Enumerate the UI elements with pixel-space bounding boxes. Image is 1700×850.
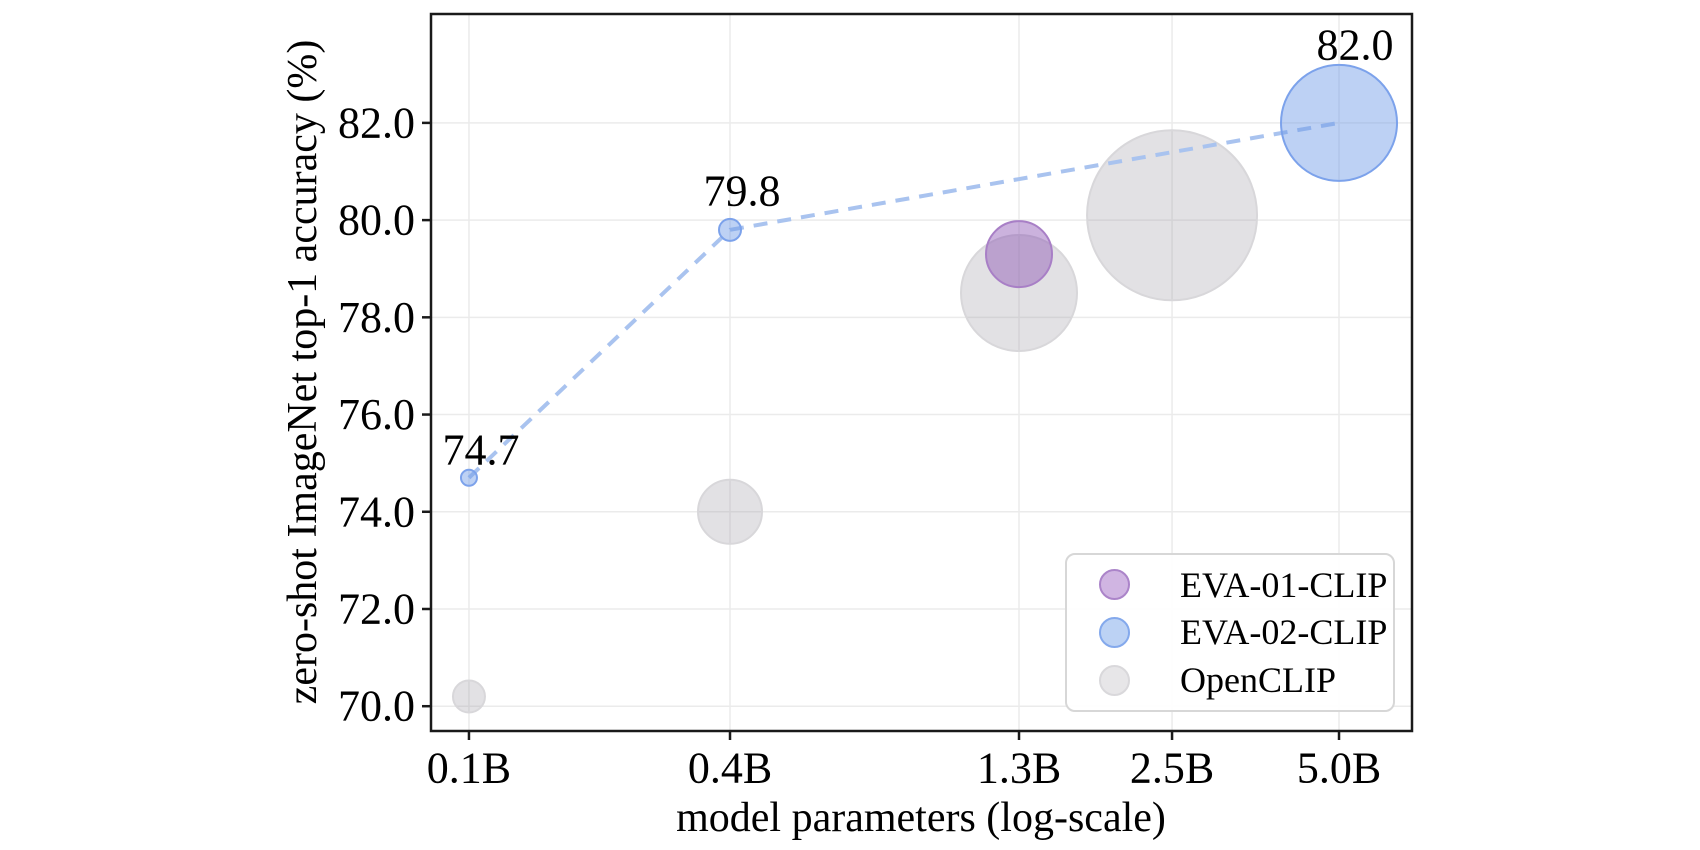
point-value-label: 79.8	[704, 167, 781, 216]
bubble-openclip	[697, 478, 764, 545]
y-tick-label: 72.0	[338, 584, 415, 633]
x-tick-label: 0.1B	[427, 744, 511, 793]
bubble-eva-01-clip	[985, 220, 1054, 289]
plot-frame	[429, 12, 1414, 733]
y-tick-label: 78.0	[338, 293, 415, 342]
x-tick-label: 1.3B	[977, 744, 1061, 793]
y-tick-label: 80.0	[338, 196, 415, 245]
legend-label: EVA-02-CLIP	[1180, 612, 1388, 653]
data-series	[451, 63, 1399, 714]
x-axis-title: model parameters (log-scale)	[676, 795, 1166, 841]
eva-02-clip-marker-icon	[1099, 616, 1130, 648]
trend-dashed-line	[467, 120, 1340, 480]
y-tick-label: 70.0	[338, 682, 415, 731]
openclip-marker-icon	[1099, 664, 1130, 696]
legend: EVA-01-CLIP EVA-02-CLIP OpenCLIP	[1065, 553, 1395, 712]
bubble-eva-02-clip	[459, 468, 478, 487]
x-tick-label: 5.0B	[1297, 744, 1381, 793]
bubble-eva-02-clip	[718, 217, 743, 242]
axes: 0.1B 0.4B 1.3B 2.5B 5.0B 70.0 72.0 74.0 76.0 78.0…	[338, 12, 1414, 793]
y-tick-label: 76.0	[338, 390, 415, 439]
bubble-eva-02-clip	[1280, 63, 1399, 182]
legend-label: OpenCLIP	[1180, 660, 1336, 701]
legend-item: EVA-01-CLIP	[1099, 567, 1387, 603]
y-axis-title: zero-shot ImageNet top-1 accuracy (%)	[280, 40, 326, 705]
bubble-openclip	[451, 679, 486, 714]
x-tick-label: 0.4B	[688, 744, 772, 793]
point-value-label: 82.0	[1317, 21, 1394, 70]
data-labels: 74.7 79.8 82.0	[443, 21, 1394, 475]
legend-item: OpenCLIP	[1099, 662, 1387, 698]
x-tick-label: 2.5B	[1130, 744, 1214, 793]
point-value-label: 74.7	[443, 426, 520, 475]
legend-label: EVA-01-CLIP	[1180, 564, 1388, 605]
bubble-openclip	[1086, 129, 1259, 302]
gridlines	[431, 14, 1412, 731]
bubble-openclip	[960, 234, 1079, 353]
y-tick-label: 74.0	[338, 487, 415, 536]
y-tick-label: 82.0	[338, 98, 415, 147]
legend-item: EVA-02-CLIP	[1099, 614, 1387, 650]
eva-01-clip-marker-icon	[1099, 569, 1130, 601]
